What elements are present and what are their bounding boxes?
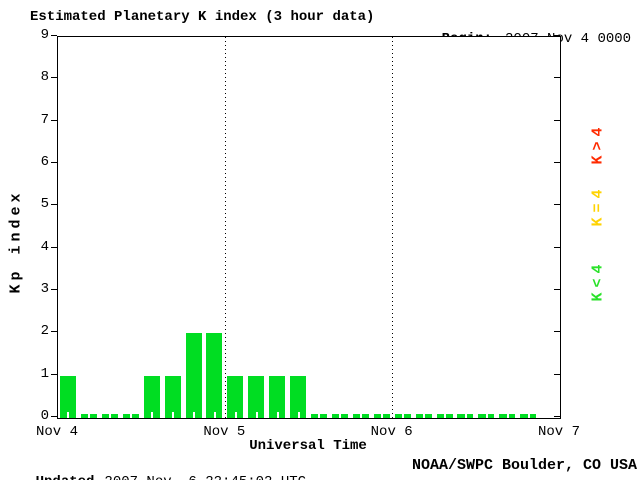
legend-label-0: K>4: [589, 122, 607, 165]
y-tick-mark-right: [554, 331, 560, 333]
x-tick-label: Nov 7: [537, 424, 580, 440]
bar-tick-notch: [192, 412, 195, 418]
kp-bar: [60, 376, 76, 418]
bar-tick-notch: [172, 412, 175, 418]
kp-bar: [185, 333, 202, 418]
kp-bar: [227, 376, 244, 418]
updated-timestamp: Updated 2007 Nov 6 22:45:02 UTC: [2, 458, 306, 480]
source-attribution: NOAA/SWPC Boulder, CO USA: [411, 457, 637, 474]
y-tick-label: 8: [40, 69, 49, 86]
y-tick-mark-left: [51, 204, 57, 206]
updated-label: Updated: [36, 474, 95, 480]
bar-tick-notch: [297, 412, 300, 418]
bar-tick-notch: [381, 412, 384, 418]
kp-bar: [269, 376, 286, 418]
bar-tick-notch: [423, 412, 426, 418]
legend-label-1: K=4: [589, 184, 607, 227]
y-tick-mark-left: [51, 289, 57, 290]
day-separator-line: [224, 37, 226, 418]
bar-tick-notch: [255, 412, 258, 418]
y-tick-mark-left: [51, 162, 57, 163]
y-tick-mark-right: [554, 289, 560, 290]
y-axis-title: Kp index: [7, 189, 25, 294]
y-tick-label: 4: [40, 238, 49, 255]
y-tick-label: 7: [40, 111, 49, 128]
bar-tick-notch: [360, 412, 363, 418]
x-tick-label: Nov 5: [203, 424, 246, 440]
y-tick-mark-right: [554, 119, 560, 121]
kp-bar: [143, 376, 160, 418]
y-tick-mark-left: [51, 331, 57, 333]
bar-tick-notch: [213, 412, 216, 418]
bar-tick-notch: [276, 412, 279, 418]
y-tick-label: 5: [40, 196, 49, 213]
legend-label-2: K<4: [589, 259, 607, 302]
y-tick-mark-right: [554, 246, 560, 248]
y-tick-mark-left: [51, 416, 57, 417]
kp-bar: [164, 376, 181, 418]
y-tick-mark-left: [51, 77, 57, 79]
bar-tick-notch: [151, 412, 154, 418]
kp-bar: [248, 376, 265, 418]
y-tick-mark-left: [51, 246, 57, 248]
bar-tick-notch: [234, 412, 237, 418]
y-tick-label: 0: [40, 408, 49, 424]
page-title: Estimated Planetary K index (3 hour data…: [30, 9, 375, 25]
bar-tick-notch: [88, 412, 91, 418]
kp-bar: [206, 333, 223, 418]
bar-tick-notch: [485, 412, 488, 418]
bar-tick-notch: [464, 412, 467, 418]
y-tick-label: 2: [40, 323, 49, 340]
plot-area: [57, 36, 561, 419]
y-tick-mark-right: [554, 373, 560, 375]
x-axis-title: Universal Time: [249, 438, 367, 454]
y-tick-mark-right: [554, 35, 560, 36]
y-tick-label: 3: [40, 281, 49, 297]
y-tick-mark-left: [51, 119, 57, 121]
y-tick-label: 1: [40, 365, 49, 382]
day-separator-line: [392, 37, 394, 418]
bar-tick-notch: [527, 412, 530, 418]
y-tick-label: 9: [40, 27, 49, 43]
bar-tick-notch: [339, 412, 342, 418]
bar-tick-notch: [506, 412, 509, 418]
updated-value: 2007 Nov 6 22:45:02 UTC: [104, 474, 306, 480]
kp-bar: [290, 376, 307, 418]
y-tick-mark-left: [51, 373, 57, 375]
y-tick-mark-right: [554, 204, 560, 206]
y-tick-mark-left: [51, 35, 57, 36]
bar-tick-notch: [109, 412, 112, 418]
y-tick-mark-right: [554, 77, 560, 79]
bar-tick-notch: [67, 412, 70, 418]
x-tick-label: Nov 4: [35, 424, 78, 440]
x-tick-label: Nov 6: [370, 424, 413, 440]
bar-tick-notch: [443, 412, 446, 418]
bar-tick-notch: [130, 412, 133, 418]
y-tick-mark-right: [554, 416, 560, 417]
y-tick-mark-right: [554, 162, 560, 163]
bar-tick-notch: [318, 412, 321, 418]
bar-tick-notch: [402, 412, 405, 418]
y-tick-label: 6: [40, 154, 49, 170]
